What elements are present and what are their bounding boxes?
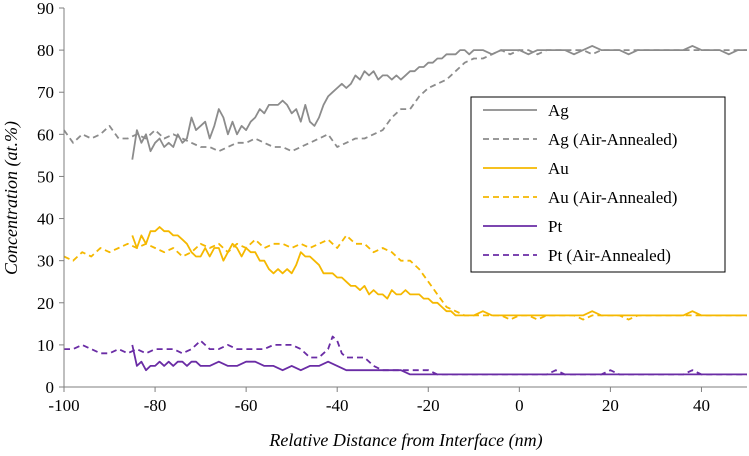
y-tick-label: 30: [37, 252, 54, 271]
x-tick-label: -40: [326, 396, 349, 415]
legend-label-au: Au: [548, 159, 569, 178]
legend-label-ag-air-annealed: Ag (Air-Annealed): [548, 130, 677, 149]
x-tick-label: -60: [235, 396, 258, 415]
series-line-au-air-annealed: [63, 234, 747, 321]
y-axis-title: Concentration (at.%): [1, 121, 22, 275]
ticks: 0 10 20 30 40 50 60 70 80 90 -100 -80 -60 -40 -20 0 20 40: [37, 0, 710, 415]
legend-label-au-air-annealed: Au (Air-Annealed): [548, 188, 677, 207]
y-tick-label: 80: [37, 41, 54, 60]
plot-area: [63, 45, 747, 376]
x-axis-title: Relative Distance from Interface (nm): [268, 430, 542, 451]
y-tick-label: 20: [37, 294, 54, 313]
legend-label-pt: Pt: [548, 217, 562, 236]
series-line-ag-air-annealed: [63, 49, 747, 153]
x-tick-label: -100: [48, 396, 79, 415]
legend: Ag Ag (Air-Annealed) Au Au (Air-Annealed) Pt…: [470, 96, 726, 273]
series-line-au: [131, 226, 747, 317]
series-line-pt: [131, 344, 747, 376]
x-tick-label: -80: [144, 396, 167, 415]
y-tick-label: 0: [46, 378, 55, 397]
series-line-ag: [131, 45, 747, 160]
x-tick-label: 20: [602, 396, 619, 415]
y-tick-label: 50: [37, 167, 54, 186]
legend-label-ag: Ag: [548, 101, 569, 120]
legend-box: [470, 96, 726, 273]
axes: [63, 8, 747, 388]
y-tick-label: 70: [37, 83, 54, 102]
x-tick-label: -20: [417, 396, 440, 415]
y-tick-label: 90: [37, 0, 54, 18]
series-line-pt-air-annealed: [64, 335, 747, 376]
y-tick-label: 10: [37, 336, 54, 355]
y-tick-label: 40: [37, 210, 54, 229]
x-tick-label: 0: [515, 396, 524, 415]
legend-label-pt-air-annealed: Pt (Air-Annealed): [548, 246, 671, 265]
y-tick-label: 60: [37, 125, 54, 144]
x-tick-label: 40: [693, 396, 710, 415]
